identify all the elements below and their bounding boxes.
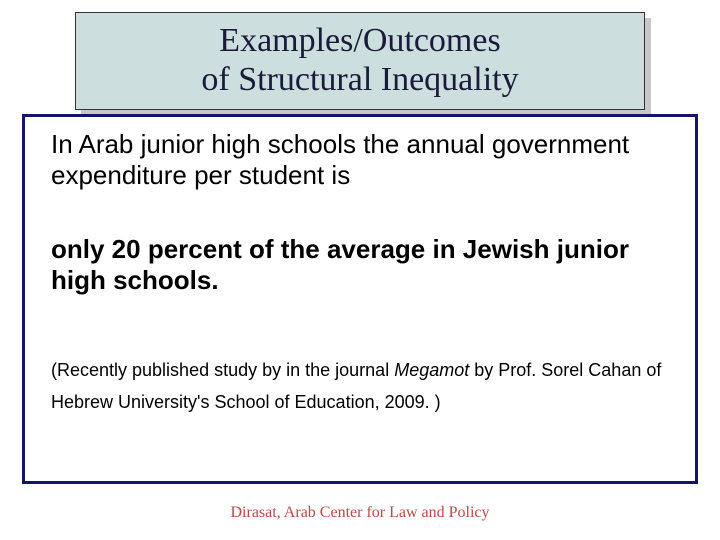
citation-pre: (Recently published study by in the jour… (51, 360, 394, 380)
title-line-2: of Structural Inequality (86, 60, 634, 99)
title-line-1: Examples/Outcomes (86, 21, 634, 60)
title-container: Examples/Outcomes of Structural Inequali… (75, 12, 645, 110)
paragraph-2: only 20 percent of the average in Jewish… (51, 234, 673, 295)
citation-journal: Megamot (394, 360, 469, 380)
title-box: Examples/Outcomes of Structural Inequali… (75, 12, 645, 110)
citation: (Recently published study by in the jour… (51, 354, 673, 419)
footer-text: Dirasat, Arab Center for Law and Policy (0, 504, 720, 522)
content-box: In Arab junior high schools the annual g… (22, 114, 698, 484)
paragraph-1: In Arab junior high schools the annual g… (51, 129, 673, 190)
